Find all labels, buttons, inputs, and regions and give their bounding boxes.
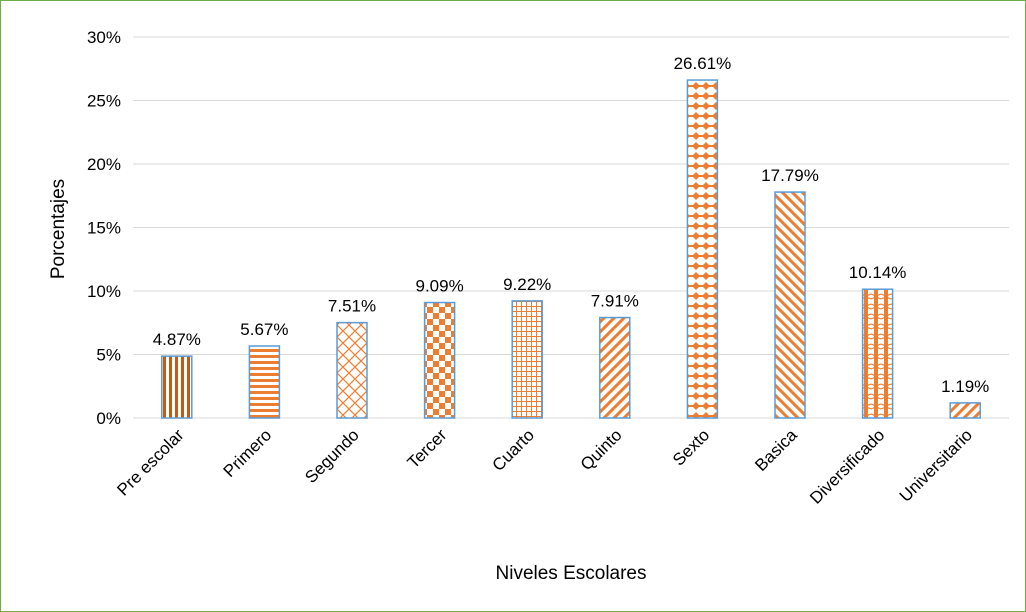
x-tick-label: Basica [751, 425, 801, 475]
data-label: 4.87% [153, 330, 201, 349]
data-label: 7.51% [328, 297, 376, 316]
y-tick-label: 20% [87, 155, 121, 174]
bar-quinto [599, 316, 631, 419]
data-label: 9.22% [503, 275, 551, 294]
data-label: 17.79% [761, 166, 819, 185]
x-tick-label: Universitario [896, 425, 976, 505]
y-tick-label: 15% [87, 219, 121, 238]
bar-universitario [949, 402, 981, 419]
x-tick-label: Cuarto [489, 425, 539, 475]
data-label: 9.09% [415, 277, 463, 296]
y-tick-label: 25% [87, 92, 121, 111]
y-tick-label: 10% [87, 282, 121, 301]
x-tick-label: Quinto [577, 425, 626, 474]
bar-sexto [686, 79, 719, 419]
bar-cuarto [511, 300, 543, 419]
data-label: 7.91% [591, 292, 639, 311]
bar-tercer [423, 301, 456, 419]
x-tick-label: Primero [220, 425, 276, 481]
y-axis-ticks: 0% 5% 10% 15% 20% 25% 30% [87, 28, 121, 428]
x-axis-title: Niveles Escolares [496, 563, 647, 584]
y-tick-label: 30% [87, 28, 121, 47]
bar-diversificado [861, 288, 894, 419]
x-axis-labels: Pre escolar Primero Segundo Tercer Cuarto Qui… [113, 425, 976, 508]
y-tick-label: 0% [96, 409, 121, 428]
bar-pre-escolar [161, 355, 193, 419]
data-label: 1.19% [941, 377, 989, 396]
x-tick-label: Segundo [301, 425, 363, 487]
x-tick-label: Diversificado [806, 425, 888, 507]
bar-basica [774, 191, 806, 419]
bar-segundo [336, 321, 368, 419]
data-label: 5.67% [240, 320, 288, 339]
x-tick-label: Sexto [669, 425, 713, 469]
data-label: 10.14% [849, 263, 907, 282]
x-tick-label: Tercer [404, 425, 451, 472]
data-label: 26.61% [674, 54, 732, 73]
x-tick-label: Pre escolar [113, 425, 187, 499]
y-axis-title: Porcentajes [48, 179, 69, 279]
bar-primero [248, 345, 281, 419]
bars [161, 79, 981, 419]
y-tick-label: 5% [96, 346, 121, 365]
data-labels: 4.87% 5.67% 7.51% 9.09% 9.22% 7.91% 26.61% 17.7… [153, 54, 990, 396]
